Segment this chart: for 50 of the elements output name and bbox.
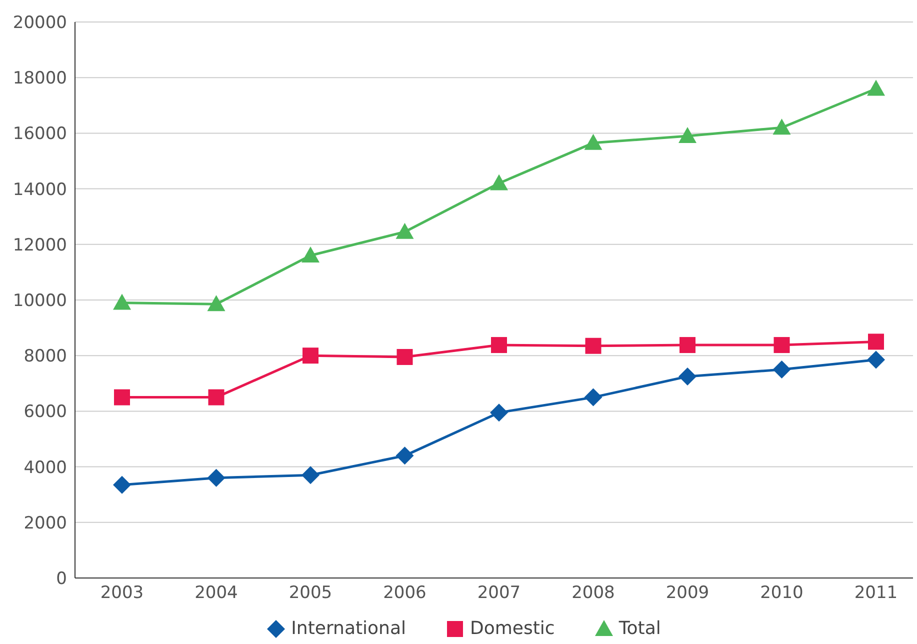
point: [867, 350, 885, 369]
y-tick-label: 20000: [12, 13, 67, 34]
point: [490, 174, 508, 190]
point: [868, 334, 884, 350]
point: [678, 367, 696, 386]
point: [396, 348, 413, 365]
point: [584, 134, 602, 150]
legend-label: Total: [618, 618, 661, 639]
point: [113, 476, 131, 494]
point: [584, 388, 602, 406]
x-tick-label: 2006: [383, 583, 426, 604]
point: [207, 295, 226, 312]
x-tick-label: 2004: [194, 583, 238, 604]
y-tick-label: 8000: [24, 346, 67, 367]
point: [302, 348, 318, 364]
point: [772, 118, 791, 135]
point: [207, 468, 226, 487]
y-tick-label: 16000: [12, 124, 67, 144]
point: [302, 466, 320, 484]
point: [490, 404, 508, 422]
x-tick-label: 2003: [100, 583, 144, 604]
legend-label: Domestic: [469, 618, 555, 639]
y-tick-label: 0: [56, 569, 67, 590]
x-tick-label: 2008: [572, 583, 615, 604]
y-tick-label: 2000: [24, 513, 67, 534]
point: [680, 337, 696, 354]
point: [113, 294, 131, 310]
y-tick-label: 10000: [12, 291, 67, 312]
y-tick-label: 14000: [12, 180, 67, 200]
y-tick-label: 12000: [12, 235, 67, 256]
point: [585, 338, 602, 354]
point: [114, 389, 130, 406]
point: [491, 337, 507, 354]
y-tick-label: 18000: [12, 68, 67, 89]
y-tick-label: 6000: [24, 402, 67, 422]
x-tick-label: 2011: [854, 583, 898, 604]
point: [208, 389, 224, 406]
point: [678, 126, 696, 143]
point: [396, 446, 414, 465]
point: [396, 222, 414, 239]
point: [774, 337, 790, 354]
point: [302, 246, 320, 263]
point: [772, 360, 791, 378]
legend-label: International: [290, 618, 406, 639]
x-tick-label: 2005: [288, 583, 332, 604]
y-tick-label: 4000: [24, 458, 67, 478]
point: [867, 80, 885, 96]
x-tick-label: 2007: [477, 583, 521, 604]
x-tick-label: 2010: [760, 583, 804, 604]
x-tick-label: 2009: [666, 583, 710, 604]
